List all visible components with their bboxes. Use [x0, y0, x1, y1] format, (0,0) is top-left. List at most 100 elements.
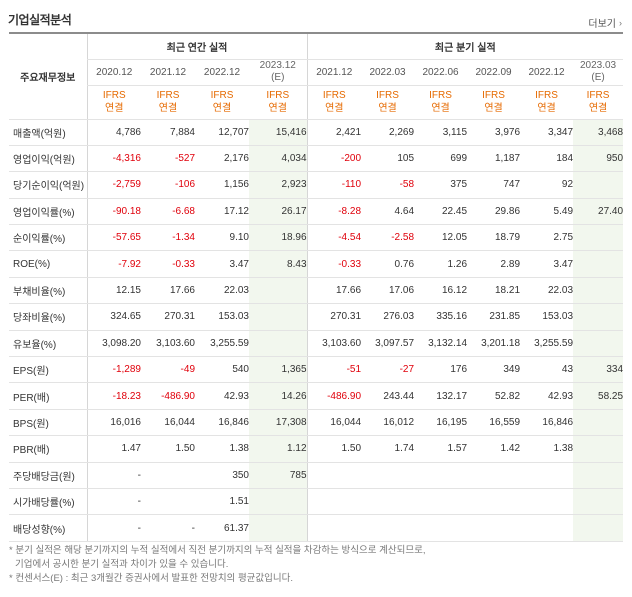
table-cell: 3,347 [520, 119, 574, 146]
accounting-standard-header: IFRS 연결 [520, 85, 574, 120]
table-cell: 12.05 [414, 224, 468, 252]
table-row: BPS(원) 16,016 16,044 16,846 17,308 16,044 16,0… [9, 409, 624, 437]
table-cell: 16,559 [467, 409, 521, 437]
table-cell: 16,846 [520, 409, 574, 437]
table-cell: -57.65 [86, 224, 141, 252]
table-cell: 334 [573, 356, 624, 384]
table-cell [573, 461, 624, 489]
table-cell: 17.66 [141, 276, 195, 305]
table-cell [573, 409, 624, 437]
table-body: 매출액(억원) 4,786 7,884 12,707 15,416 2,421 2,269 3… [9, 119, 624, 542]
table-cell [249, 330, 308, 358]
row-header-label: 주요재무정보 [9, 33, 87, 120]
table-cell: -486.90 [307, 382, 362, 410]
table-row: 배당성향(%) - -61.37 [9, 514, 624, 542]
accounting-standard-header: IFRS 연결 [467, 85, 521, 120]
table-cell: 2,269 [361, 119, 415, 146]
table-cell: 2,176 [195, 145, 249, 173]
table-cell: -2.58 [361, 224, 415, 252]
table-cell [249, 514, 308, 542]
table-row: 시가배당률(%) - 1.51 [9, 488, 624, 516]
period-header: 2022.12 [520, 59, 574, 86]
row-label: EPS(원) [9, 356, 87, 384]
table-cell: -200 [307, 145, 362, 173]
table-cell: 132.17 [414, 382, 468, 410]
table-cell: 18.96 [249, 224, 308, 252]
table-cell [520, 488, 574, 516]
table-cell: -1.34 [141, 224, 195, 252]
table-cell: -51 [307, 356, 362, 384]
row-label: 부채비율(%) [9, 276, 87, 305]
table-cell: 2.89 [467, 250, 521, 278]
row-label: 시가배당률(%) [9, 488, 87, 516]
table-cell: 1.47 [86, 435, 141, 463]
table-cell [467, 488, 521, 516]
table-row: 매출액(억원) 4,786 7,884 12,707 15,416 2,421 2,269 3… [9, 119, 624, 146]
row-label: 영업이익률(%) [9, 197, 87, 226]
row-label: BPS(원) [9, 409, 87, 437]
quarter-group-header: 최근 분기 실적 [307, 33, 624, 60]
table-row: 주당배당금(원) - 350 785 [9, 461, 624, 489]
table-cell [414, 488, 468, 516]
table-cell [467, 514, 521, 542]
annual-group-header: 최근 연간 실적 [86, 33, 308, 60]
table-row: 당좌비율(%) 324.65 270.31 153.03 270.31 276.03 335… [9, 303, 624, 331]
period-header: 2022.09 [467, 59, 521, 86]
table-cell: 1.38 [195, 435, 249, 463]
financial-table: 주요재무정보 최근 연간 실적 최근 분기 실적 2020.12 2021.12 2… [9, 32, 624, 542]
accounting-standard-header: IFRS 연결 [414, 85, 468, 120]
table-cell: 153.03 [520, 303, 574, 331]
table-cell: 1.42 [467, 435, 521, 463]
table-cell: 22.03 [520, 276, 574, 305]
table-cell: 22.03 [195, 276, 249, 305]
table-cell: - [86, 461, 141, 489]
table-cell [573, 488, 624, 516]
row-label: 배당성향(%) [9, 514, 87, 542]
table-cell: 350 [195, 461, 249, 489]
table-cell: 270.31 [141, 303, 195, 331]
footnotes: * 분기 실적은 해당 분기까지의 누적 실적에서 직전 분기까지의 누적 실적… [9, 544, 425, 586]
table-cell: 17.06 [361, 276, 415, 305]
table-cell: 2,923 [249, 171, 308, 199]
table-cell: -49 [141, 356, 195, 384]
table-cell: 12.15 [86, 276, 141, 305]
period-header: 2022.06 [414, 59, 468, 86]
table-cell: -18.23 [86, 382, 141, 410]
more-label: 더보기 [588, 19, 616, 30]
table-cell: 22.45 [414, 197, 468, 226]
more-link[interactable]: 더보기 › [588, 15, 622, 31]
table-cell [307, 461, 362, 489]
table-cell: -0.33 [141, 250, 195, 278]
table-cell: 1,187 [467, 145, 521, 173]
table-cell: -4.54 [307, 224, 362, 252]
table-cell: 1.57 [414, 435, 468, 463]
period-header: 2023.03 (E) [573, 59, 624, 86]
table-cell: -2,759 [86, 171, 141, 199]
table-cell: 184 [520, 145, 574, 173]
table-cell: 43 [520, 356, 574, 384]
footnote: 기업에서 공시한 분기 실적과 차이가 있을 수 있습니다. [15, 559, 229, 570]
table-cell: 4.64 [361, 197, 415, 226]
table-cell: 950 [573, 145, 624, 173]
table-cell: -8.28 [307, 197, 362, 226]
table-cell [141, 461, 195, 489]
table-cell: 12,707 [195, 119, 249, 146]
table-cell [573, 303, 624, 331]
table-cell [361, 461, 415, 489]
table-cell: 14.26 [249, 382, 308, 410]
table-cell [249, 303, 308, 331]
table-cell: 1.50 [141, 435, 195, 463]
accounting-standard-header: IFRS 연결 [141, 85, 195, 120]
table-row: ROE(%) -7.92 -0.33 3.47 8.43 -0.33 0.76 1.26 2.8… [9, 250, 624, 278]
table-cell: 3,115 [414, 119, 468, 146]
table-cell: 785 [249, 461, 308, 489]
period-header-row: 2020.12 2021.12 2022.12 2023.12 (E) 2021.12 20… [9, 59, 624, 86]
table-cell [573, 171, 624, 199]
table-cell: 9.10 [195, 224, 249, 252]
table-cell [249, 276, 308, 305]
table-cell: 270.31 [307, 303, 362, 331]
table-cell: 1,365 [249, 356, 308, 384]
table-cell: -527 [141, 145, 195, 173]
table-cell: -0.33 [307, 250, 362, 278]
accounting-standard-header: IFRS 연결 [249, 85, 308, 120]
